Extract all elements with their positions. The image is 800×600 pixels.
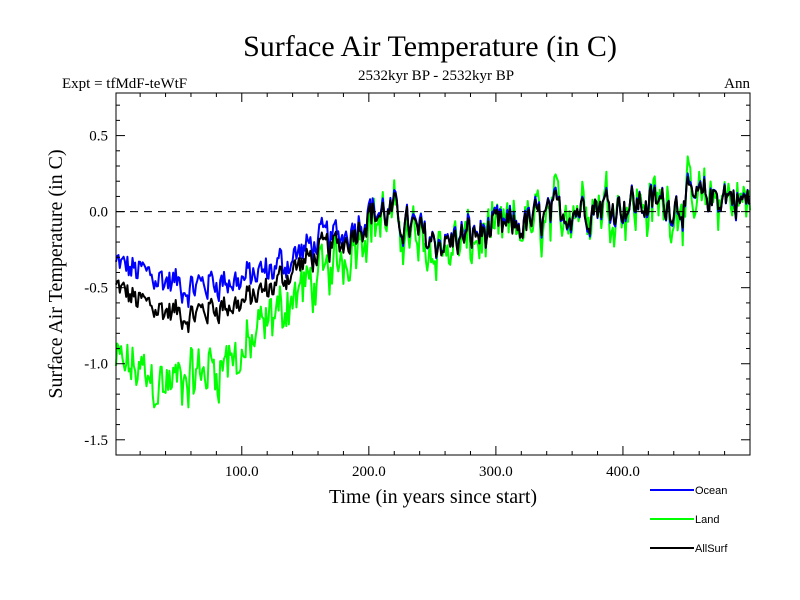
plot-frame bbox=[115, 92, 751, 456]
x-tick-label: 200.0 bbox=[352, 464, 386, 480]
y-tick-label: -0.5 bbox=[84, 281, 108, 297]
legend-label-ocean: Ocean bbox=[695, 485, 727, 497]
y-axis-label: Surface Air Temperature (in C) bbox=[45, 149, 67, 398]
legend: Ocean Land AllSurf bbox=[650, 485, 728, 555]
series-layer bbox=[115, 155, 751, 409]
chart-title: Surface Air Temperature (in C) bbox=[243, 30, 617, 63]
legend-label-land: Land bbox=[695, 514, 719, 526]
y-tick-label: -1.5 bbox=[84, 433, 108, 449]
y-axis: -1.5 -1.0 -0.5 0.0 0.5 bbox=[84, 104, 750, 449]
legend-label-allsurf: AllSurf bbox=[695, 543, 728, 555]
y-tick-label: -1.0 bbox=[84, 357, 108, 373]
period-label: 2532kyr BP - 2532kyr BP bbox=[358, 68, 514, 84]
x-tick-label: 300.0 bbox=[479, 464, 513, 480]
x-tick-label: 100.0 bbox=[225, 464, 259, 480]
y-tick-label: 0.0 bbox=[89, 205, 108, 221]
y-tick-label: 0.5 bbox=[89, 129, 108, 145]
x-axis-label: Time (in years since start) bbox=[329, 486, 537, 508]
x-axis: 100.0 200.0 300.0 400.0 bbox=[139, 93, 751, 480]
series-line-allsurf bbox=[115, 176, 751, 334]
season-label: Ann bbox=[724, 76, 750, 92]
x-tick-label: 400.0 bbox=[606, 464, 640, 480]
experiment-label: Expt = tfMdF-teWtF bbox=[62, 76, 187, 92]
